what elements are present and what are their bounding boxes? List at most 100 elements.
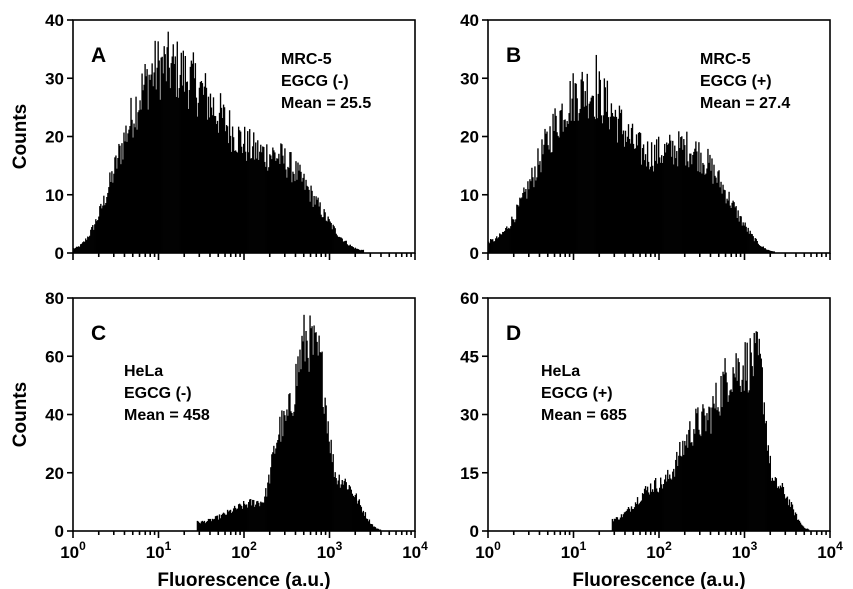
histogram-bar bbox=[779, 485, 782, 531]
histogram-bar bbox=[536, 177, 538, 253]
y-tick-label: 20 bbox=[45, 464, 64, 483]
histogram-bar bbox=[752, 236, 754, 253]
histogram-bar bbox=[662, 163, 664, 253]
histogram-bar bbox=[184, 55, 187, 253]
histogram-bar bbox=[675, 158, 677, 253]
histogram-bar bbox=[502, 231, 504, 253]
histogram-bar bbox=[648, 169, 651, 253]
histogram-bar bbox=[233, 505, 236, 531]
histogram-bar bbox=[575, 83, 577, 253]
histogram-bar bbox=[556, 132, 558, 253]
histogram-bar bbox=[685, 445, 687, 531]
histogram-bar bbox=[728, 191, 730, 253]
histogram-bar bbox=[342, 241, 344, 253]
histogram-bar bbox=[792, 509, 795, 531]
histogram-bar bbox=[699, 434, 701, 531]
histogram-bar bbox=[604, 87, 607, 253]
histogram-bar bbox=[560, 110, 562, 253]
histogram-bar bbox=[226, 126, 229, 253]
histogram-bar bbox=[304, 189, 306, 253]
histogram-bar bbox=[132, 137, 134, 253]
histogram-bar bbox=[346, 489, 348, 531]
histogram-bar bbox=[112, 182, 114, 253]
histogram-bar bbox=[621, 517, 624, 531]
histogram-bar bbox=[124, 141, 126, 253]
histogram-bar bbox=[528, 189, 530, 253]
histogram-bar bbox=[668, 143, 670, 253]
histogram-bar bbox=[179, 74, 181, 254]
x-axis-title: Fluorescence (a.u.) bbox=[157, 570, 330, 589]
histogram-bar bbox=[726, 382, 728, 531]
histogram-bar bbox=[714, 408, 716, 531]
histogram-bar bbox=[349, 486, 351, 531]
histogram-bar bbox=[490, 239, 492, 253]
histogram-bar bbox=[207, 96, 210, 254]
histogram-bar bbox=[605, 111, 608, 253]
histogram-bar bbox=[524, 191, 526, 253]
histogram-bar bbox=[94, 224, 96, 253]
annotation-line: EGCG (-) bbox=[281, 73, 349, 90]
histogram-bar bbox=[606, 80, 609, 253]
histogram-bar bbox=[190, 60, 193, 253]
histogram-bar bbox=[330, 222, 332, 253]
y-tick-label: 0 bbox=[470, 244, 479, 263]
histogram-bar bbox=[657, 492, 660, 531]
histogram-bar bbox=[610, 103, 613, 253]
histogram-bar bbox=[677, 465, 679, 531]
histogram-bar bbox=[710, 433, 712, 531]
histogram-bar bbox=[109, 172, 111, 253]
histogram-bar bbox=[152, 86, 154, 254]
histogram-bar bbox=[600, 115, 603, 253]
histogram-bar bbox=[665, 152, 667, 253]
histogram-bar bbox=[267, 170, 269, 253]
histogram-bar bbox=[678, 131, 680, 253]
histogram-bar bbox=[743, 390, 745, 531]
histogram-bar bbox=[361, 512, 364, 531]
histogram-bar bbox=[138, 110, 140, 254]
histogram-bar bbox=[652, 171, 655, 253]
histogram-bar bbox=[224, 131, 227, 253]
histogram-bar bbox=[335, 233, 337, 253]
histogram-bar bbox=[679, 148, 681, 253]
histogram-bar bbox=[88, 237, 90, 253]
histogram-bar bbox=[178, 88, 180, 253]
histogram-bar bbox=[623, 146, 626, 253]
histogram-bar bbox=[631, 508, 634, 531]
histogram-bar bbox=[629, 511, 632, 531]
histogram-bar bbox=[354, 247, 357, 253]
histogram-bar bbox=[330, 439, 332, 531]
y-tick-label: 30 bbox=[460, 406, 479, 425]
histogram-bar bbox=[494, 241, 496, 253]
histogram-bar bbox=[301, 181, 303, 253]
histogram-bar bbox=[261, 152, 263, 253]
histogram-bar bbox=[101, 208, 103, 253]
histogram-bar bbox=[775, 478, 778, 531]
histogram-bar bbox=[716, 182, 718, 253]
histogram-bar bbox=[636, 145, 639, 253]
histogram-bar bbox=[700, 152, 702, 253]
histogram-bar bbox=[137, 112, 139, 253]
histogram-bar bbox=[687, 447, 689, 531]
histogram-bar bbox=[260, 501, 262, 531]
histogram-bar bbox=[585, 105, 587, 254]
histogram-bar bbox=[353, 248, 355, 253]
histogram-bar bbox=[268, 167, 270, 253]
histogram-bar bbox=[660, 162, 662, 253]
histogram-bar bbox=[189, 66, 192, 253]
histogram-bar bbox=[747, 227, 749, 253]
histogram-bar bbox=[84, 241, 86, 253]
histogram-bar bbox=[511, 216, 513, 253]
histogram-bar bbox=[269, 483, 271, 531]
histogram-bar bbox=[522, 192, 524, 253]
histogram-bar bbox=[671, 479, 673, 531]
histogram-bar bbox=[118, 143, 120, 253]
histogram-bar bbox=[352, 495, 354, 531]
histogram-bar bbox=[79, 246, 81, 253]
histogram-bar bbox=[699, 172, 701, 253]
histogram-bar bbox=[278, 153, 280, 253]
histogram-bar bbox=[369, 523, 372, 531]
histogram-bar bbox=[287, 415, 289, 531]
histogram-bar bbox=[158, 60, 160, 254]
histogram-bar bbox=[619, 113, 622, 253]
histogram-bar bbox=[806, 528, 809, 531]
